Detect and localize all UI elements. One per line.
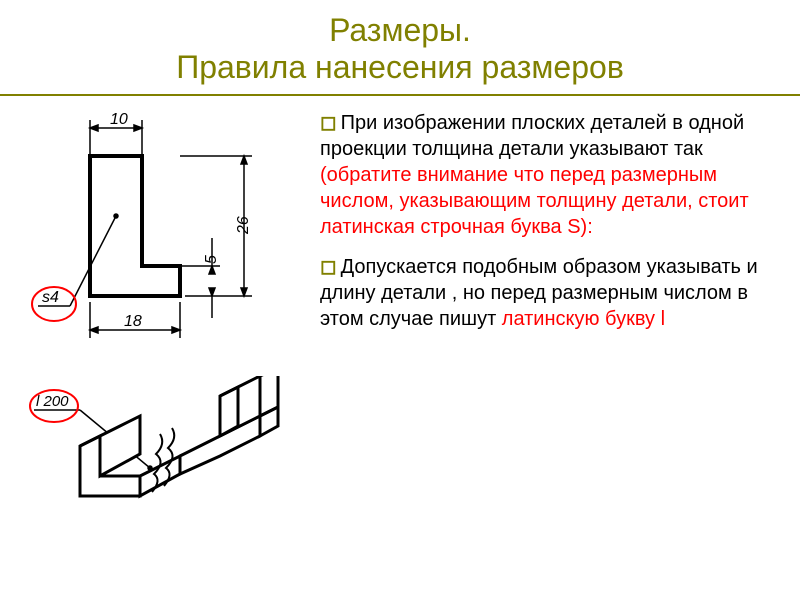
title-block: Размеры. Правила нанесения размеров	[0, 0, 800, 96]
diagram-column: 10 26 5	[20, 106, 300, 566]
dim-bottom: 18	[124, 313, 142, 330]
text-column: ◻При изображении плоских деталей в одной…	[320, 106, 780, 566]
drawing-2-svg: l 200	[20, 376, 290, 546]
drawing-thickness: 10 26 5	[20, 106, 300, 356]
dim-length: l 200	[36, 393, 69, 410]
dim-top: 10	[110, 111, 128, 128]
p1-black: При изображении плоских деталей в одной …	[320, 112, 744, 160]
dim-thickness: s4	[42, 289, 59, 306]
p2-red: латинскую букву l	[502, 308, 665, 330]
drawing-1-svg: 10 26 5	[20, 106, 290, 356]
bullet-icon: ◻	[320, 112, 337, 134]
title-line-2: Правила нанесения размеров	[20, 49, 780, 86]
paragraph-2: ◻Допускается подобным образом указывать …	[320, 254, 780, 332]
title-line-1: Размеры.	[20, 12, 780, 49]
drawing-length: l 200	[20, 376, 300, 546]
paragraph-1: ◻При изображении плоских деталей в одной…	[320, 110, 780, 240]
p1-red: (обратите внимание что перед размерным ч…	[320, 164, 749, 238]
dim-right-outer: 26	[235, 216, 252, 235]
content-row: 10 26 5	[0, 96, 800, 576]
bullet-icon: ◻	[320, 256, 337, 278]
dim-right-inner: 5	[203, 255, 220, 264]
